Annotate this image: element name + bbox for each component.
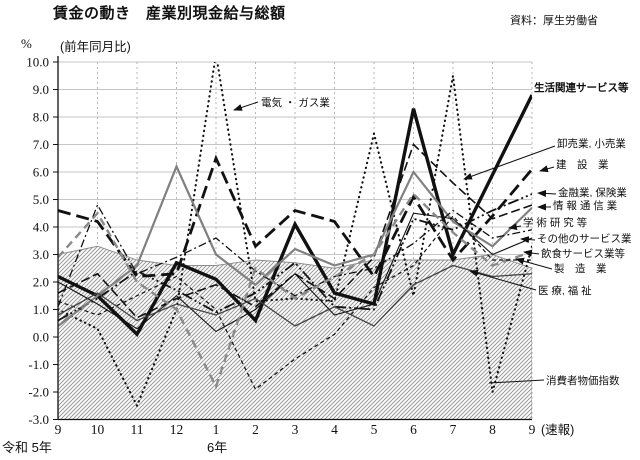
y-axis-unit: % xyxy=(21,36,32,51)
series-lines xyxy=(58,62,532,409)
series-other-services-leader xyxy=(520,236,536,244)
x-tick-label: 10 xyxy=(91,422,105,437)
x-tick-label: 5 xyxy=(371,422,378,437)
x-tick-label: 6 xyxy=(410,422,417,437)
source-note: 資料：厚生労働省 xyxy=(510,15,598,27)
y-tick-label: 1.0 xyxy=(33,302,49,317)
series-academic-research-leader xyxy=(508,223,522,231)
y-tick-label: 6.0 xyxy=(33,165,49,180)
series-line-information-communications xyxy=(58,163,532,327)
y-tick-label: 0.0 xyxy=(33,330,49,345)
series-line-food-services xyxy=(58,192,532,390)
y-tick-label: 8.0 xyxy=(33,110,49,125)
series-label-manufacturing: 製 造 業 xyxy=(554,262,607,275)
y-axis-note: (前年同月比) xyxy=(60,40,131,54)
x-tick-label: 9 xyxy=(529,422,536,437)
y-tick-label: 4.0 xyxy=(33,220,49,235)
series-label-cpi: 消費者物価指数 xyxy=(546,374,620,387)
series-line-electricity-gas xyxy=(58,62,532,409)
x-tick-label: 12 xyxy=(170,422,184,437)
x-tick-label: 11 xyxy=(131,422,144,437)
x-tick-label: 4 xyxy=(331,422,338,437)
series-medical-welfare-leader xyxy=(469,269,537,291)
series-label-academic-research: 学 術 研 究 等 xyxy=(523,216,588,229)
y-tick-label: -1.0 xyxy=(28,357,49,372)
y-tick-label: 2.0 xyxy=(33,275,49,290)
y-tick-labels: 10.0 9.0 8.0 7.0 6.0 5.0 4.0 3.0 2.0 1.0 0.0 -1.0 -2… xyxy=(26,55,49,428)
y-tick-label: 5.0 xyxy=(33,192,49,207)
series-line-wholesale-retail xyxy=(58,143,532,319)
series-line-medical-welfare xyxy=(58,264,532,327)
x-tick-label: 3 xyxy=(292,422,299,437)
series-label-food-services: 飲食サービス業等 xyxy=(541,247,625,260)
series-food-services-leader xyxy=(523,249,540,257)
era-label: 6年 xyxy=(207,440,227,455)
series-label-construction: 建 設 業 xyxy=(556,158,609,171)
x-tick-label: 9 xyxy=(55,422,62,437)
x-tick-labels: 9 10 11 12 1 2 3 4 5 6 7 8 9 (速報)令和 5年 6年 xyxy=(2,422,574,455)
area-cpi xyxy=(58,245,532,420)
annotation-electricity-gas-note: 電気 ・ ガス業 xyxy=(261,96,330,109)
series-manufacturing-leader xyxy=(515,257,553,270)
chart-title: 賃金の動き 産業別現金給与総額 xyxy=(53,5,286,22)
y-tick-label: 10.0 xyxy=(26,55,49,70)
series-label-medical-welfare: 医 療, 福 祉 xyxy=(538,284,592,297)
y-tick-label: 3.0 xyxy=(33,247,49,262)
electricity-gas-note-leader xyxy=(233,101,259,111)
series-line-finance-insurance xyxy=(58,193,532,322)
series-label-life-related-services: 生活関連サービス等 xyxy=(534,81,629,94)
series-wholesale-retail-leader xyxy=(463,145,556,180)
series-line-other-services xyxy=(58,212,532,333)
series-line-construction xyxy=(58,154,532,280)
x-suffix-label: (速報) xyxy=(541,423,574,437)
series-label-other-services: その他のサービス業 xyxy=(537,232,632,245)
series-label-wholesale-retail: 卸売業, 小売業 xyxy=(557,137,626,150)
series-label-information-communications: 情 報 通 信 業 xyxy=(553,199,618,212)
era-label: 令和 5年 xyxy=(2,440,52,455)
series-line-manufacturing xyxy=(58,215,532,391)
series-finance-insurance-leader xyxy=(537,189,557,197)
series-cpi-leader xyxy=(488,379,545,384)
y-tick-label: 7.0 xyxy=(33,137,49,152)
x-tick-label: 8 xyxy=(489,422,496,437)
series-line-life-related-services xyxy=(58,94,532,338)
y-tick-label: 9.0 xyxy=(33,82,49,97)
y-tick-label: -3.0 xyxy=(28,412,49,427)
x-tick-label: 1 xyxy=(213,422,220,437)
x-tick-label: 7 xyxy=(450,422,457,437)
y-tick-label: -2.0 xyxy=(28,385,49,400)
series-line-academic-research xyxy=(58,203,532,307)
series-label-finance-insurance: 金融業, 保険業 xyxy=(558,186,627,199)
series-construction-leader xyxy=(539,165,555,173)
x-tick-label: 2 xyxy=(252,422,259,437)
